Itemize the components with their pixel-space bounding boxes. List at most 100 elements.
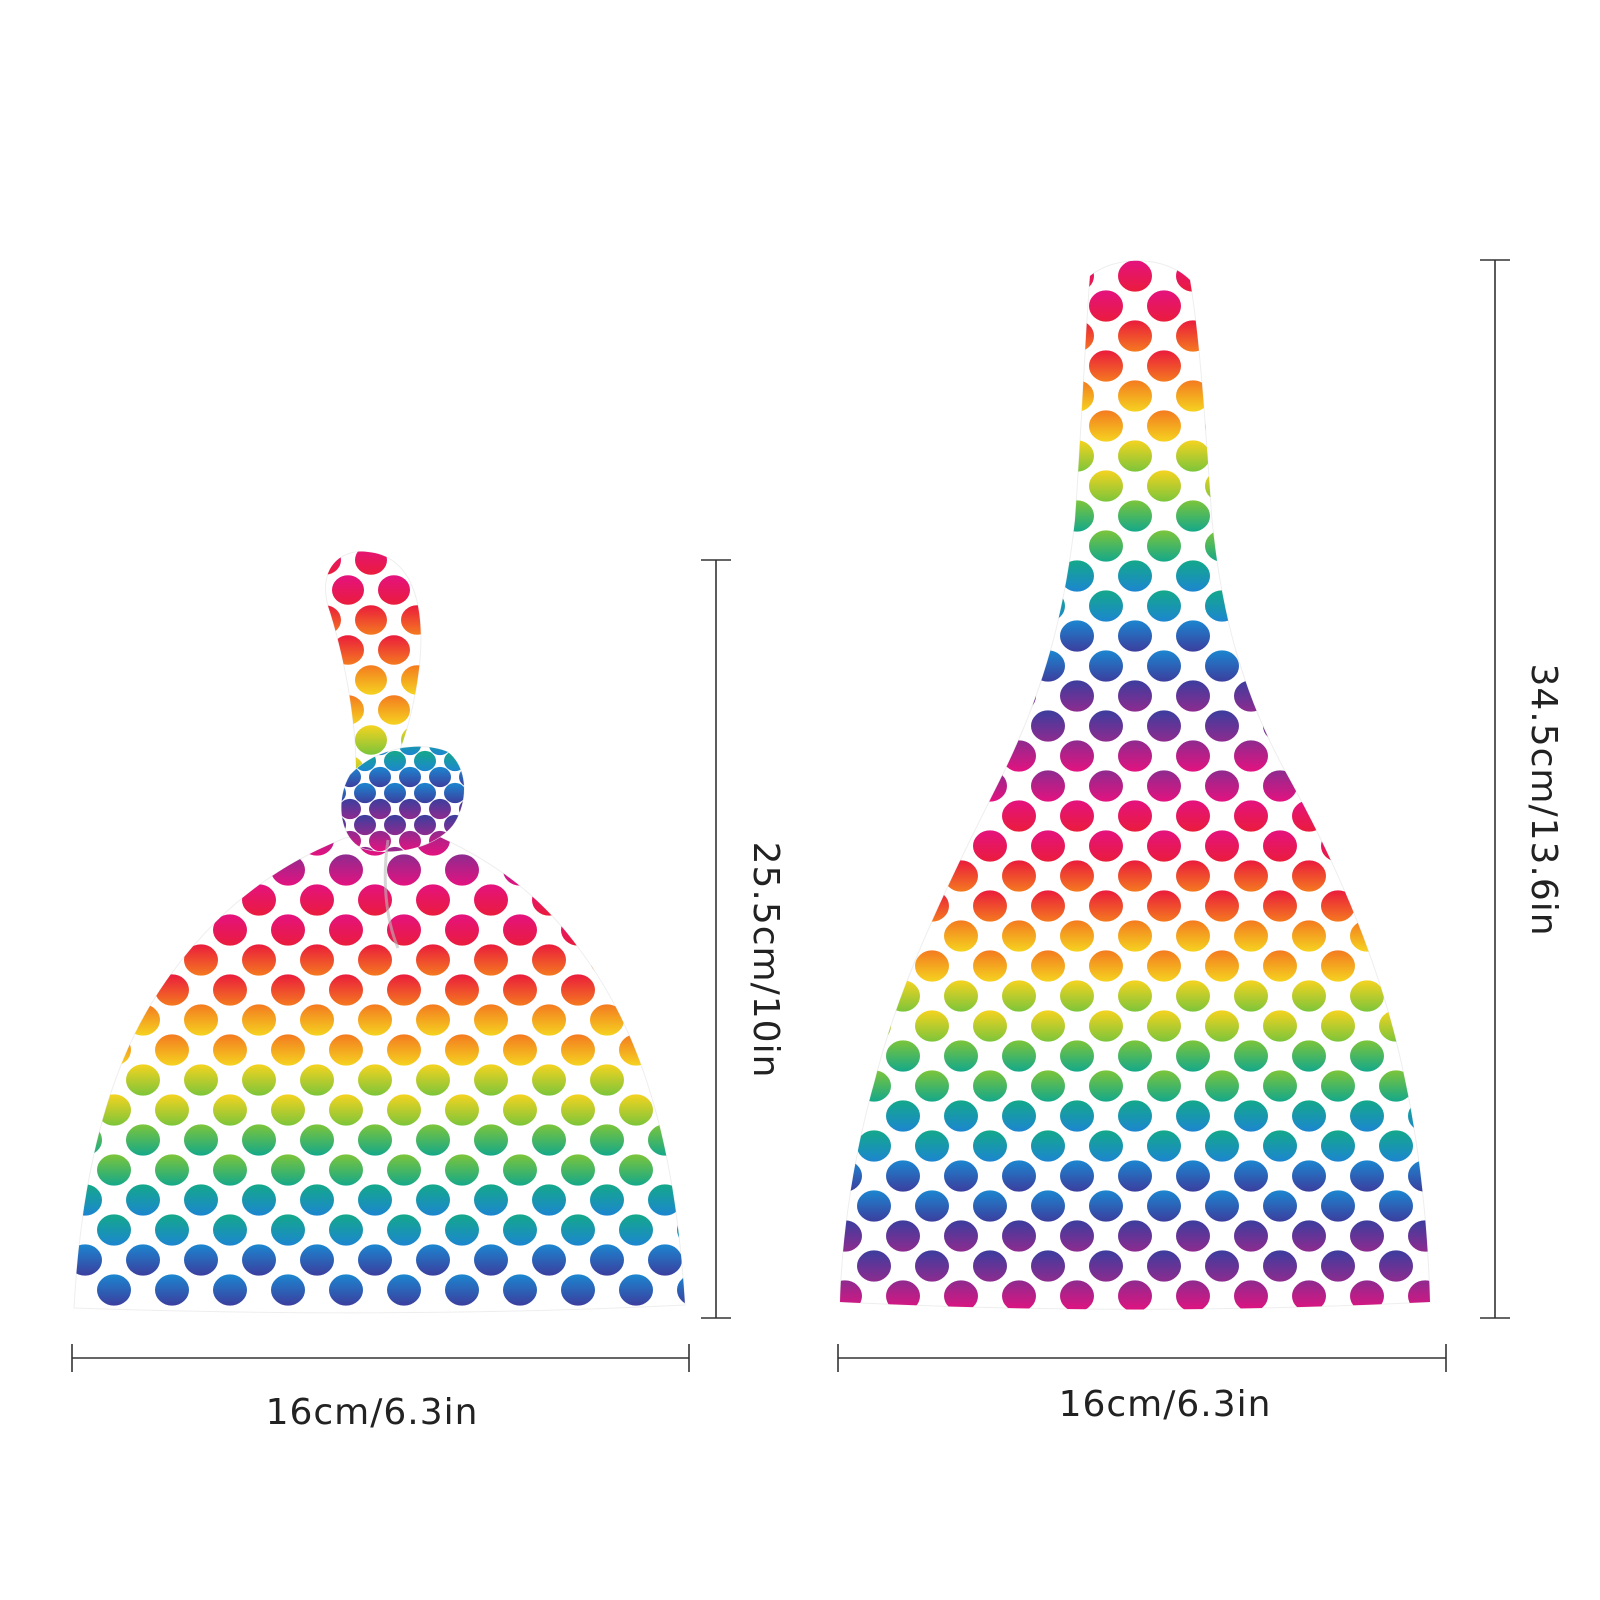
polka-dot xyxy=(1089,1070,1123,1102)
polka-dot xyxy=(1089,530,1123,562)
polka-dot xyxy=(1321,290,1355,322)
knot-hat-width-label: 16cm/6.3in xyxy=(266,1392,479,1433)
polka-dot xyxy=(1089,590,1123,622)
polka-dot xyxy=(944,500,978,532)
polka-dot xyxy=(944,800,978,832)
polka-dot xyxy=(325,605,341,635)
polka-dot xyxy=(532,1004,566,1036)
polka-dot xyxy=(1495,410,1529,441)
polka-dot xyxy=(414,814,436,836)
polka-dot xyxy=(242,828,276,856)
polka-dot xyxy=(1176,440,1210,472)
polka-dot xyxy=(1292,1220,1326,1252)
polka-dot xyxy=(1031,1250,1065,1282)
polka-dot xyxy=(445,914,479,946)
polka-dot xyxy=(1089,830,1123,862)
polka-dot xyxy=(489,767,511,787)
polka-dot xyxy=(489,831,511,851)
polka-dot xyxy=(1321,1010,1355,1042)
polka-dot xyxy=(770,260,804,291)
polka-dot xyxy=(474,1064,508,1096)
polka-dot xyxy=(459,798,465,820)
polka-dot xyxy=(770,500,804,531)
polka-dot xyxy=(886,1160,920,1192)
polka-dot xyxy=(1089,770,1123,802)
polka-dot xyxy=(1118,680,1152,712)
polka-dot xyxy=(155,974,189,1006)
polka-dot xyxy=(1002,1160,1036,1192)
polka-dot xyxy=(1350,800,1384,832)
polka-dot xyxy=(1147,650,1181,682)
polka-dot xyxy=(474,815,496,835)
knot-hat xyxy=(73,551,686,1314)
polka-dot xyxy=(1234,800,1268,832)
polka-dot xyxy=(1147,1130,1181,1162)
polka-dot xyxy=(1060,1160,1094,1192)
polka-dot xyxy=(886,380,920,412)
polka-dot xyxy=(1089,1130,1123,1162)
polka-dot xyxy=(424,635,456,664)
polka-dot xyxy=(1002,620,1036,652)
polka-dot xyxy=(399,798,421,820)
polka-dot xyxy=(944,620,978,652)
polka-dot xyxy=(677,974,685,1006)
polka-dot xyxy=(387,1154,421,1186)
polka-dot xyxy=(1176,680,1210,712)
polka-dot xyxy=(1321,890,1355,922)
polka-dot xyxy=(1147,710,1181,742)
polka-dot xyxy=(1263,470,1297,502)
polka-dot xyxy=(1176,260,1210,292)
polka-dot xyxy=(944,1220,978,1252)
polka-dot xyxy=(1002,860,1036,892)
polka-dot xyxy=(387,1214,421,1246)
polka-dot xyxy=(1321,1070,1355,1102)
polka-dot xyxy=(184,884,218,916)
polka-dot xyxy=(355,665,387,695)
polka-dot xyxy=(1350,1280,1384,1310)
polka-dot xyxy=(1205,590,1239,622)
polka-dot xyxy=(213,974,247,1006)
polka-dot xyxy=(1060,620,1094,652)
polka-dot xyxy=(840,980,862,1012)
polka-dot xyxy=(184,1064,218,1096)
polka-dot xyxy=(840,260,862,292)
polka-dot xyxy=(74,944,102,976)
polka-dot xyxy=(355,605,387,635)
polka-dot xyxy=(1089,950,1123,982)
polka-dot xyxy=(1408,1160,1430,1192)
polka-dot xyxy=(1408,620,1430,652)
polka-dot xyxy=(1379,710,1413,742)
polka-dot xyxy=(886,500,920,532)
polka-dot xyxy=(1176,740,1210,772)
polka-dot xyxy=(1176,1040,1210,1072)
polka-dot xyxy=(1292,500,1326,532)
polka-dot xyxy=(416,1004,450,1036)
polka-dot xyxy=(1118,440,1152,472)
polka-dot xyxy=(857,770,891,802)
polka-dot xyxy=(1147,1010,1181,1042)
polka-dot xyxy=(1147,530,1181,562)
polka-dot xyxy=(401,551,421,575)
polka-dot xyxy=(416,1184,450,1216)
polka-dot xyxy=(1147,410,1181,442)
polka-dot xyxy=(97,914,131,946)
polka-dot xyxy=(213,1154,247,1186)
polka-dot xyxy=(444,750,465,772)
polka-dot xyxy=(445,1274,479,1306)
polka-dot xyxy=(1060,380,1094,412)
polka-dot xyxy=(213,1214,247,1246)
polka-dot xyxy=(1234,1100,1268,1132)
polka-dot xyxy=(770,560,804,591)
polka-dot xyxy=(1205,1190,1239,1222)
polka-dot xyxy=(840,680,862,712)
polka-dot xyxy=(915,770,949,802)
polka-dot xyxy=(474,884,508,916)
polka-dot xyxy=(332,575,364,605)
polka-dot xyxy=(1060,1040,1094,1072)
polka-dot xyxy=(1176,800,1210,832)
polka-dot xyxy=(770,680,804,711)
polka-dot xyxy=(341,814,346,836)
polka-dot xyxy=(799,1010,833,1041)
polka-dot xyxy=(1263,1070,1297,1102)
polka-dot xyxy=(213,914,247,946)
